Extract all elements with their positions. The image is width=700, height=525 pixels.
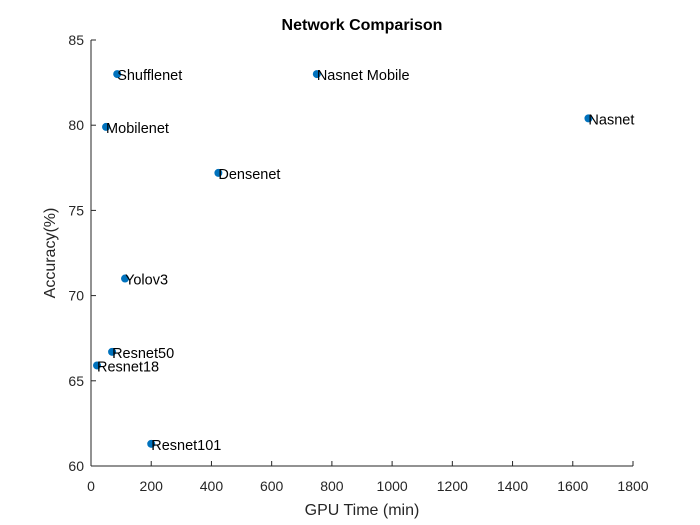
x-tick-label: 1400 (497, 478, 528, 494)
data-point (312, 70, 321, 79)
data-point (102, 122, 111, 131)
point-labels: Shufflenet Nasnet Mobile Nasnet Mobilenet De… (97, 68, 634, 454)
x-tick-label: 1000 (377, 478, 408, 494)
y-ticks: 60 65 70 75 80 85 (68, 32, 96, 474)
y-tick-label: 80 (68, 117, 84, 133)
point-label: Resnet101 (151, 438, 221, 454)
point-label: Mobilenet (106, 121, 169, 137)
data-point (108, 347, 117, 356)
y-tick-label: 65 (68, 373, 84, 389)
data-point (121, 274, 130, 283)
data-points (93, 70, 593, 448)
x-tick-label: 200 (140, 478, 164, 494)
data-point (584, 114, 593, 123)
point-label: Resnet18 (97, 359, 159, 375)
point-label: Yolov3 (125, 273, 168, 289)
point-label: Shufflenet (117, 68, 182, 84)
chart-title: Network Comparison (282, 17, 443, 34)
x-tick-label: 400 (200, 478, 224, 494)
x-tick-label: 1200 (437, 478, 468, 494)
y-axis-label: Accuracy(%) (42, 208, 59, 299)
data-point (214, 168, 223, 177)
x-tick-label: 1800 (617, 478, 648, 494)
y-tick-label: 85 (68, 32, 84, 48)
x-tick-label: 1600 (557, 478, 588, 494)
x-tick-label: 800 (320, 478, 344, 494)
data-point (93, 361, 102, 370)
point-label: Nasnet (588, 112, 634, 128)
x-tick-label: 0 (87, 478, 95, 494)
y-tick-label: 60 (68, 458, 84, 474)
x-ticks: 0 200 400 600 800 1000 1200 1400 1600 1800 (87, 461, 649, 494)
data-point (113, 70, 122, 79)
axes (90, 40, 633, 467)
point-label: Densenet (218, 167, 280, 183)
data-point (147, 439, 156, 448)
point-label: Nasnet Mobile (317, 68, 410, 84)
x-axis-label: GPU Time (min) (305, 502, 420, 519)
y-tick-label: 70 (68, 288, 84, 304)
x-tick-label: 600 (260, 478, 284, 494)
y-tick-label: 75 (68, 202, 84, 218)
point-label: Resnet50 (112, 346, 174, 362)
